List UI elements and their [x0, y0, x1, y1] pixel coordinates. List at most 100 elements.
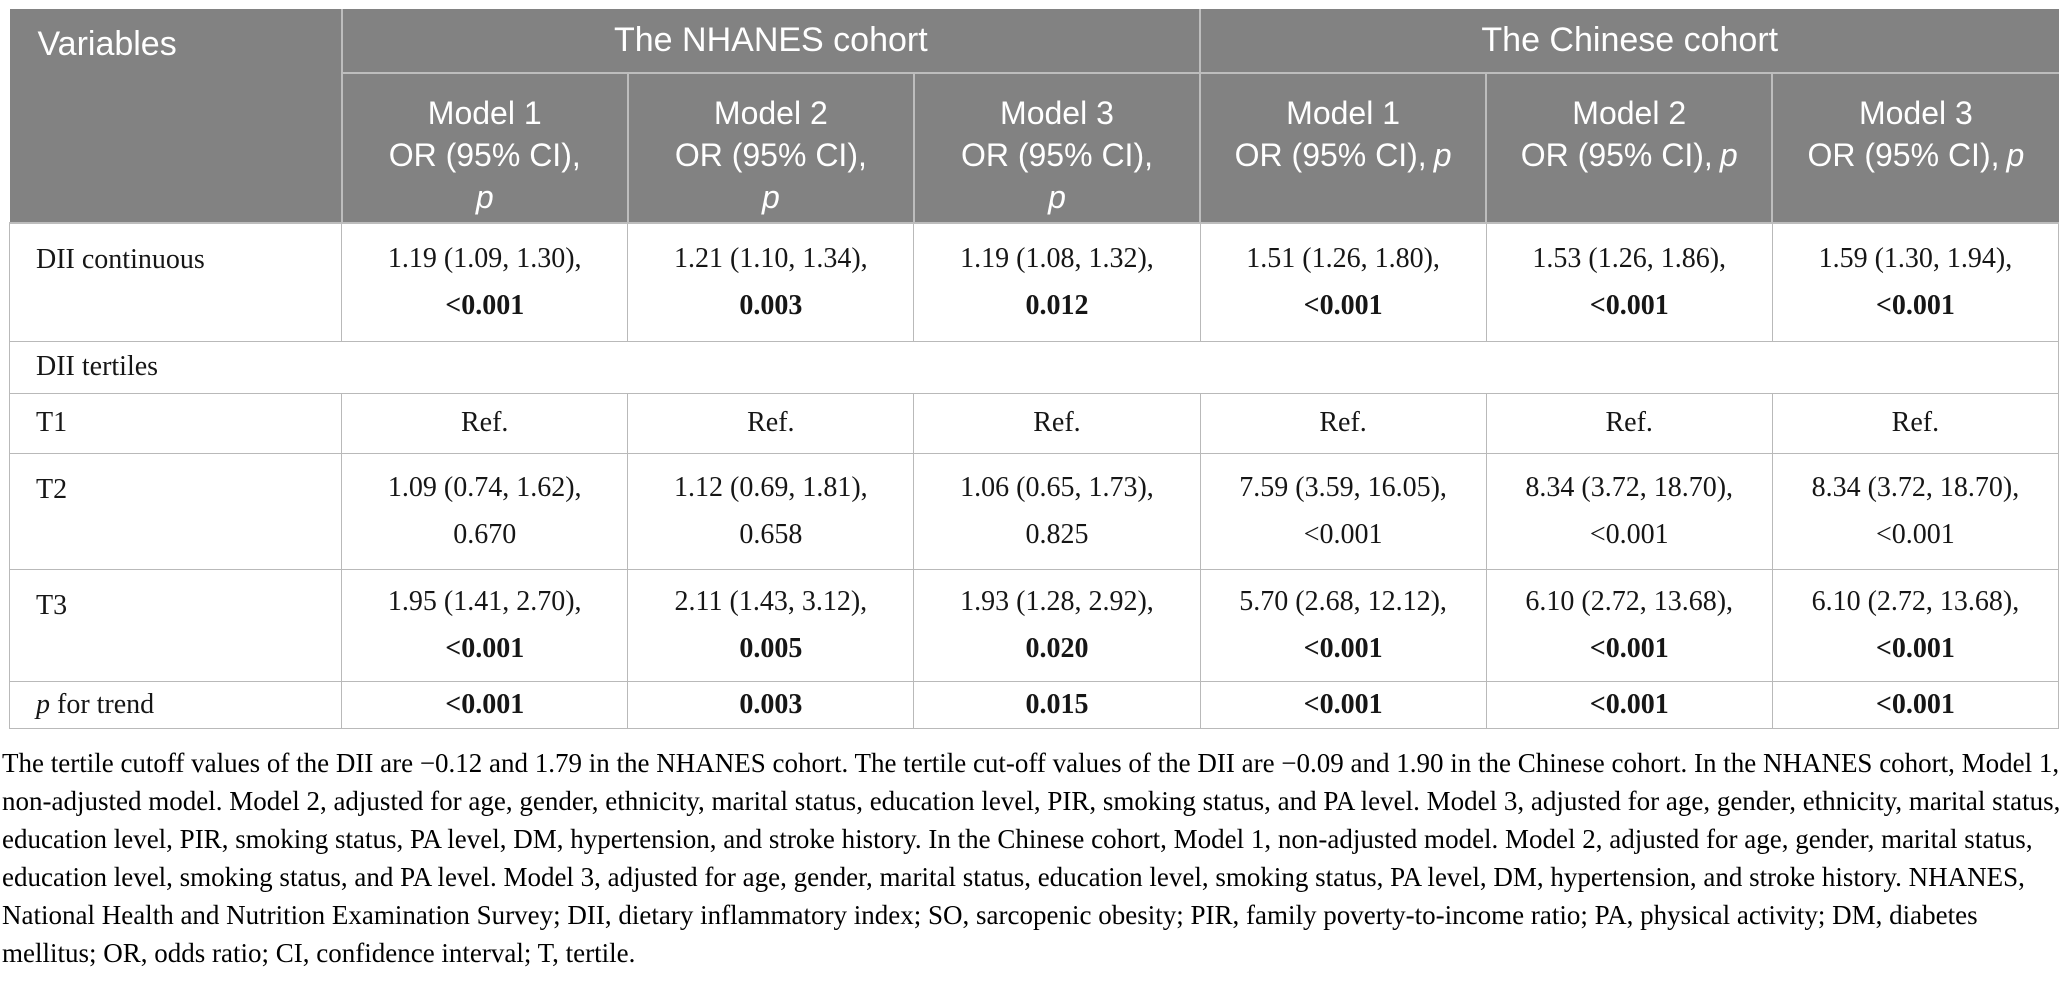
row-p-for-trend: p for trend <0.001 0.003 0.015 <0.001 <0… [8, 680, 2060, 729]
table-header: Variables The NHANES cohort The Chinese … [9, 9, 2059, 224]
or-cell: Ref. [1771, 392, 2060, 454]
p-value-text: <0.001 [1589, 289, 1669, 321]
or-cell: Ref. [627, 392, 915, 454]
or-cell: Ref. [341, 392, 629, 454]
estimate-text: 1.51 (1.26, 1.80), [1246, 242, 1440, 274]
p-trend-cell: 0.003 [627, 680, 915, 729]
p-value-text: 0.012 [1025, 289, 1089, 321]
model-label: Model 1 [1286, 95, 1401, 131]
or-cell: 1.19 (1.08, 1.32), 0.012 [913, 222, 1201, 342]
or-cell: 5.70 (2.68, 12.12), <0.001 [1199, 568, 1487, 682]
p-label: p [1048, 179, 1066, 216]
or-ci-p-label: OR (95% CI), p [1807, 137, 2025, 174]
or-cell: 1.51 (1.26, 1.80), <0.001 [1199, 222, 1487, 342]
p-value-text: 0.003 [739, 289, 803, 321]
p-value-text: 0.670 [453, 518, 517, 550]
p-value-text: <0.001 [1589, 632, 1669, 664]
p-value-text: 0.825 [1025, 518, 1089, 550]
estimate-text: 1.19 (1.09, 1.30), [387, 242, 582, 274]
estimate-text: 5.70 (2.68, 12.12), [1239, 585, 1447, 617]
p-value-text: <0.001 [1589, 518, 1669, 550]
estimate-text: 1.12 (0.69, 1.81), [674, 471, 868, 503]
row-label: DII continuous [8, 222, 343, 342]
or-cell: 8.34 (3.72, 18.70), <0.001 [1771, 452, 2060, 570]
p-value-text: <0.001 [1875, 289, 1955, 321]
p-label: p [2006, 137, 2025, 174]
row-label: T1 [8, 392, 343, 454]
model-label: Model 2 [713, 95, 828, 131]
p-label: p [36, 688, 50, 720]
row-t3: T3 1.95 (1.41, 2.70), <0.001 2.11 (1.43,… [8, 568, 2060, 682]
or-cell: 1.95 (1.41, 2.70), <0.001 [341, 568, 629, 682]
estimate-text: 6.10 (2.72, 13.68), [1811, 585, 2020, 617]
p-trend-cell: 0.015 [913, 680, 1201, 729]
p-label: p [475, 179, 494, 216]
or-ci-label: OR (95% CI), [674, 137, 867, 174]
model-label: Model 1 [427, 95, 542, 131]
col-header-chinese-cohort: The Chinese cohort [1199, 9, 2059, 74]
estimate-text: 1.21 (1.10, 1.34), [674, 242, 868, 274]
or-cell: 6.10 (2.72, 13.68), <0.001 [1485, 568, 1773, 682]
trend-label: for trend [50, 688, 155, 720]
page: Variables The NHANES cohort The Chinese … [8, 9, 2060, 729]
p-value-text: <0.001 [445, 289, 525, 321]
p-value-text: <0.001 [1303, 289, 1383, 321]
row-dii-tertiles: DII tertiles [9, 340, 2059, 394]
or-cell: 1.12 (0.69, 1.81), 0.658 [627, 452, 915, 570]
p-trend-cell: <0.001 [341, 680, 629, 729]
col-header-variables: Variables [9, 9, 343, 224]
estimate-text: 1.95 (1.41, 2.70), [387, 585, 582, 617]
or-cell: 1.19 (1.09, 1.30), <0.001 [341, 222, 629, 342]
estimate-text: 1.53 (1.26, 1.86), [1532, 242, 1727, 274]
cohort-header-row: Variables The NHANES cohort The Chinese … [9, 9, 2059, 224]
col-header-nhanes-model-2: Model 2 OR (95% CI), p [626, 72, 915, 224]
col-header-nhanes-model-3: Model 3 OR (95% CI), p [912, 72, 1202, 224]
estimate-text: 6.10 (2.72, 13.68), [1525, 585, 1734, 617]
col-header-chinese-model-3: Model 3 OR (95% CI), p [1771, 72, 2059, 224]
p-label: p [1433, 137, 1452, 174]
model-label: Model 2 [1572, 95, 1687, 131]
estimate-text: 1.59 (1.30, 1.94), [1818, 242, 2013, 274]
estimate-text: 1.19 (1.08, 1.32), [960, 242, 1154, 274]
p-value-text: <0.001 [1875, 632, 1955, 664]
or-cell: 7.59 (3.59, 16.05), <0.001 [1199, 452, 1487, 570]
model-label: Model 3 [1858, 95, 1973, 131]
row-t2: T2 1.09 (0.74, 1.62), 0.670 1.12 (0.69, … [8, 452, 2060, 570]
col-header-chinese-model-1: Model 1 OR (95% CI), p [1199, 72, 1488, 224]
col-header-chinese-model-2: Model 2 OR (95% CI), p [1485, 72, 1774, 224]
or-ci-p-label: OR (95% CI), p [1234, 137, 1452, 174]
model-label: Model 3 [1000, 95, 1114, 131]
row-dii-continuous: DII continuous 1.19 (1.09, 1.30), <0.001… [8, 222, 2060, 342]
col-header-nhanes-model-1: Model 1 OR (95% CI), p [341, 72, 629, 224]
p-trend-cell: <0.001 [1199, 680, 1487, 729]
p-trend-cell: <0.001 [1485, 680, 1773, 729]
or-cell: 1.59 (1.30, 1.94), <0.001 [1771, 222, 2060, 342]
or-cell: Ref. [1199, 392, 1487, 454]
or-cell: 1.06 (0.65, 1.73), 0.825 [913, 452, 1201, 570]
col-header-nhanes-cohort: The NHANES cohort [340, 9, 1202, 74]
or-cell: 1.53 (1.26, 1.86), <0.001 [1485, 222, 1773, 342]
row-label: T2 [8, 452, 343, 570]
row-label: T3 [8, 568, 343, 682]
or-cell: 1.09 (0.74, 1.62), 0.670 [341, 452, 629, 570]
estimate-text: 8.34 (3.72, 18.70), [1811, 471, 2020, 503]
p-value-text: 0.658 [739, 518, 803, 550]
p-value-text: 0.020 [1025, 632, 1089, 664]
or-cell: 2.11 (1.43, 3.12), 0.005 [627, 568, 915, 682]
estimate-text: 1.93 (1.28, 2.92), [960, 585, 1154, 617]
p-value-text: <0.001 [1303, 518, 1383, 550]
or-cell: Ref. [913, 392, 1201, 454]
or-cell: 1.21 (1.10, 1.34), 0.003 [627, 222, 915, 342]
or-ci-label: OR (95% CI), [960, 137, 1153, 174]
p-label: p [1719, 137, 1738, 174]
row-t1: T1 Ref. Ref. Ref. Ref. Ref. Ref. [8, 392, 2060, 454]
table-footnote: The tertile cutoff values of the DII are… [2, 747, 2061, 968]
or-cell: Ref. [1485, 392, 1773, 454]
or-cell: 1.93 (1.28, 2.92), 0.020 [913, 568, 1201, 682]
estimate-text: 8.34 (3.72, 18.70), [1525, 471, 1734, 503]
p-value-text: <0.001 [445, 632, 525, 664]
p-trend-cell: <0.001 [1771, 680, 2060, 729]
estimate-text: 1.09 (0.74, 1.62), [387, 471, 582, 503]
or-cell: 8.34 (3.72, 18.70), <0.001 [1485, 452, 1773, 570]
estimate-text: 7.59 (3.59, 16.05), [1239, 471, 1447, 503]
